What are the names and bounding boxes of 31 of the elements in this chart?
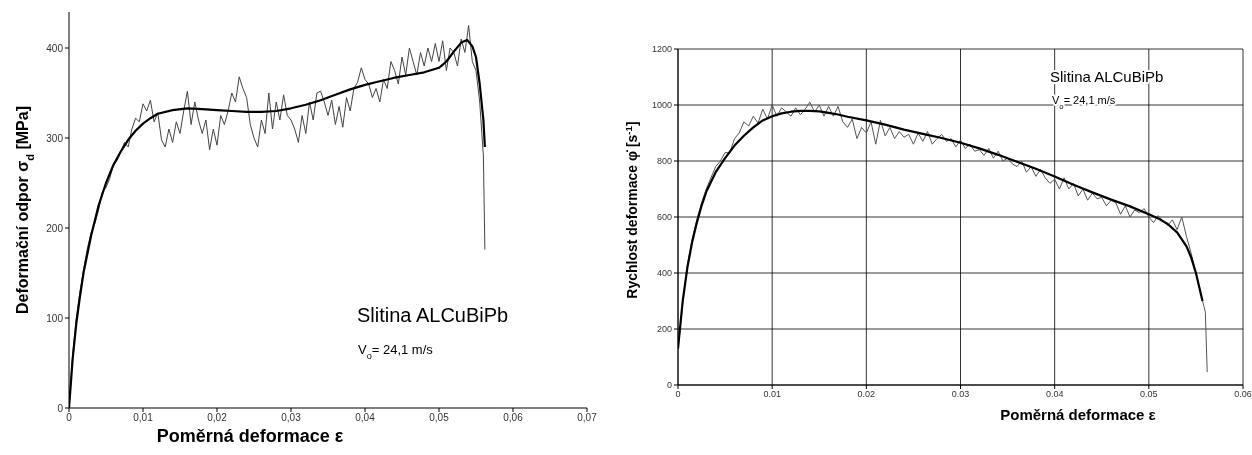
x-tick-label: 0,06 (503, 412, 524, 424)
y-tick-label: 0 (57, 402, 64, 414)
y-tick-label: 200 (656, 324, 672, 335)
y-tick-label: 200 (46, 222, 64, 234)
x-tick-label: 0.01 (763, 389, 781, 400)
y-tick-label: 1200 (651, 44, 672, 55)
y-tick-label: 800 (656, 156, 672, 167)
y-tick-label: 1000 (651, 100, 672, 111)
x-tick-label: 0.03 (951, 389, 970, 400)
y-tick-label: 0 (666, 380, 672, 391)
x-tick-label: 0.04 (1045, 389, 1064, 400)
x-tick-label: 0,01 (133, 412, 154, 424)
x-tick-label: 0.05 (1140, 389, 1158, 400)
x-axis-title: Poměrná deformace ε (1000, 406, 1156, 423)
y-tick-label: 100 (46, 312, 64, 324)
annotation: V$_{o}$= 24,1 m/s (358, 342, 434, 361)
x-tick-label: 0.02 (857, 389, 876, 400)
y-tick-label: 600 (656, 212, 672, 223)
y-tick-label: 300 (46, 132, 64, 144)
x-tick-label: 0,07 (577, 412, 598, 424)
x-tick-label: 0 (66, 412, 73, 424)
x-axis-title: Poměrná deformace ε (156, 426, 344, 446)
x-tick-label: 0,05 (429, 412, 450, 424)
x-tick-label: 0,04 (355, 412, 376, 424)
y-tick-label: 400 (46, 42, 64, 54)
x-tick-label: 0 (675, 389, 681, 400)
x-tick-label: 0,02 (207, 412, 228, 424)
x-tick-label: 0,03 (281, 412, 302, 424)
x-tick-label: 0.06 (1234, 389, 1252, 400)
annotation: Slitina ALCuBiPb (357, 304, 509, 326)
y-tick-label: 400 (656, 268, 672, 279)
